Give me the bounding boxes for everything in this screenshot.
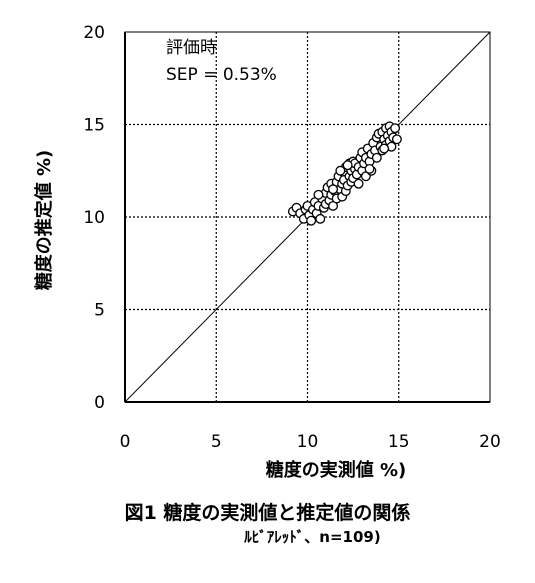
x-tick-label: 20 — [479, 432, 501, 452]
grid-lines — [125, 32, 490, 402]
y-tick-labels: 0 5 10 15 20 — [83, 23, 105, 413]
y-tick-label: 5 — [94, 301, 105, 321]
data-point — [342, 160, 353, 171]
data-point — [315, 213, 326, 224]
x-tick-label: 10 — [297, 432, 319, 452]
data-point — [313, 189, 324, 200]
annotation-sep: SEP = 0.53% — [166, 65, 277, 85]
y-tick-label: 0 — [94, 393, 105, 413]
data-point — [364, 163, 375, 174]
y-tick-label: 15 — [83, 116, 105, 136]
x-tick-labels: 0 5 10 15 20 — [120, 432, 501, 452]
data-point — [371, 152, 382, 163]
data-point — [306, 215, 317, 226]
x-tick-label: 15 — [388, 432, 410, 452]
x-axis-label: 糖度の実測値 %) — [266, 459, 407, 481]
plot-area — [124, 31, 491, 403]
y-tick-label: 10 — [83, 208, 105, 228]
annotation-label: 評価時 — [166, 38, 217, 58]
y-axis-label: 糖度の推定値 %) — [33, 150, 55, 291]
figure-caption: 図1 糖度の実測値と推定値の関係 — [124, 502, 411, 524]
x-tick-label: 5 — [211, 432, 222, 452]
data-point — [328, 184, 339, 195]
x-tick-label: 0 — [120, 432, 131, 452]
data-point — [390, 123, 401, 134]
data-point — [335, 165, 346, 176]
figure-caption-subtitle: ﾙﾋﾞｱﾚｯﾄﾞ、n=109) — [244, 528, 381, 546]
data-points — [287, 121, 402, 226]
data-point — [353, 178, 364, 189]
data-point — [391, 134, 402, 145]
y-tick-label: 20 — [83, 23, 105, 43]
data-point — [379, 143, 390, 154]
